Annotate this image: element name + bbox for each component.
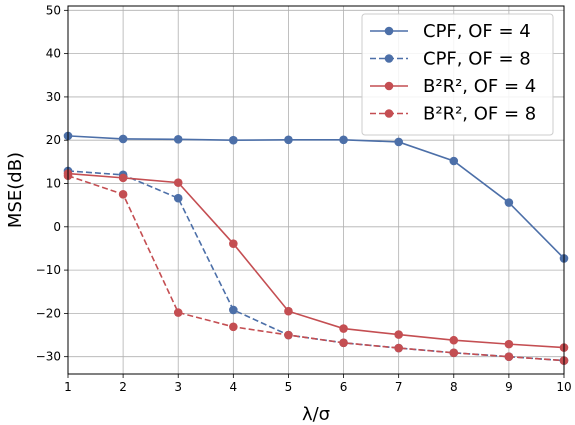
data-point <box>118 134 128 144</box>
series-line <box>67 172 565 349</box>
legend-marker <box>384 81 394 91</box>
legend-label: CPF, OF = 4 <box>423 21 531 42</box>
y-tick-label: 10 <box>46 177 61 191</box>
data-point <box>173 193 183 203</box>
x-axis-ticks: 1 2 3 4 5 6 7 8 9 10 <box>64 374 572 394</box>
x-tick-label: 5 <box>285 380 293 394</box>
series-line <box>67 135 565 259</box>
data-point <box>394 343 403 353</box>
y-tick-label: 0 <box>53 220 61 234</box>
legend-marker <box>384 54 394 63</box>
y-tick-label: −30 <box>36 350 61 364</box>
legend-box <box>361 13 554 136</box>
data-point <box>173 308 183 317</box>
y-tick-label: −20 <box>36 306 61 320</box>
data-point <box>449 156 459 166</box>
data-point <box>173 178 183 187</box>
data-point <box>173 135 183 144</box>
plot-frame <box>67 5 565 375</box>
legend-entry: B²R², OF = 4 <box>370 76 536 97</box>
data-point <box>449 335 459 345</box>
data-point <box>118 173 128 183</box>
legend-entry: B²R², OF = 8 <box>370 104 536 125</box>
series-1 <box>63 131 569 263</box>
data-point <box>229 135 238 145</box>
x-tick-label: 2 <box>119 380 127 394</box>
y-tick-label: 40 <box>46 47 61 61</box>
data-point <box>394 137 403 147</box>
series-2 <box>63 166 569 365</box>
y-tick-label: 30 <box>46 90 61 104</box>
data-point <box>229 322 238 332</box>
legend: CPF, OF = 4 CPF, OF = 8 B²R², OF = 4 B²R², … <box>361 13 554 136</box>
y-tick-label: 20 <box>46 133 61 147</box>
legend-label: B²R², OF = 4 <box>423 76 536 97</box>
data-point <box>284 330 293 340</box>
x-tick-label: 8 <box>450 380 458 394</box>
data-point <box>284 135 293 145</box>
x-tick-label: 10 <box>556 380 571 394</box>
x-tick-label: 1 <box>64 380 72 394</box>
data-point <box>504 339 514 349</box>
series-line <box>67 174 565 362</box>
data-point <box>229 239 238 248</box>
x-tick-label: 7 <box>395 380 403 394</box>
x-tick-label: 6 <box>340 380 348 394</box>
legend-label: CPF, OF = 8 <box>423 49 531 70</box>
legend-marker <box>384 109 394 118</box>
data-point <box>449 348 459 358</box>
data-point <box>394 330 403 339</box>
grid-lines <box>67 6 565 374</box>
data-point <box>504 198 514 207</box>
legend-entry: CPF, OF = 4 <box>370 21 531 42</box>
data-point <box>229 305 238 315</box>
data-point <box>504 352 514 361</box>
y-tick-label: −10 <box>36 263 61 277</box>
series-line <box>67 170 565 362</box>
y-axis-title: MSE(dB) <box>5 152 26 228</box>
x-tick-label: 4 <box>230 380 238 394</box>
series-3 <box>63 169 569 352</box>
legend-marker <box>384 26 394 36</box>
data-point <box>339 338 348 348</box>
legend-label: B²R², OF = 8 <box>423 104 536 125</box>
data-point <box>339 324 348 333</box>
series-4 <box>63 171 569 365</box>
x-axis-title: λ/σ <box>302 404 330 425</box>
data-point <box>284 306 293 316</box>
y-axis-ticks: −30 −20 −10 0 10 20 30 40 50 <box>36 3 68 364</box>
x-tick-label: 3 <box>174 380 182 394</box>
series-layer <box>63 131 569 365</box>
data-point <box>339 135 348 145</box>
y-tick-label: 50 <box>46 3 61 17</box>
x-tick-label: 9 <box>505 380 513 394</box>
data-point <box>118 190 128 199</box>
legend-entry: CPF, OF = 8 <box>370 49 531 70</box>
